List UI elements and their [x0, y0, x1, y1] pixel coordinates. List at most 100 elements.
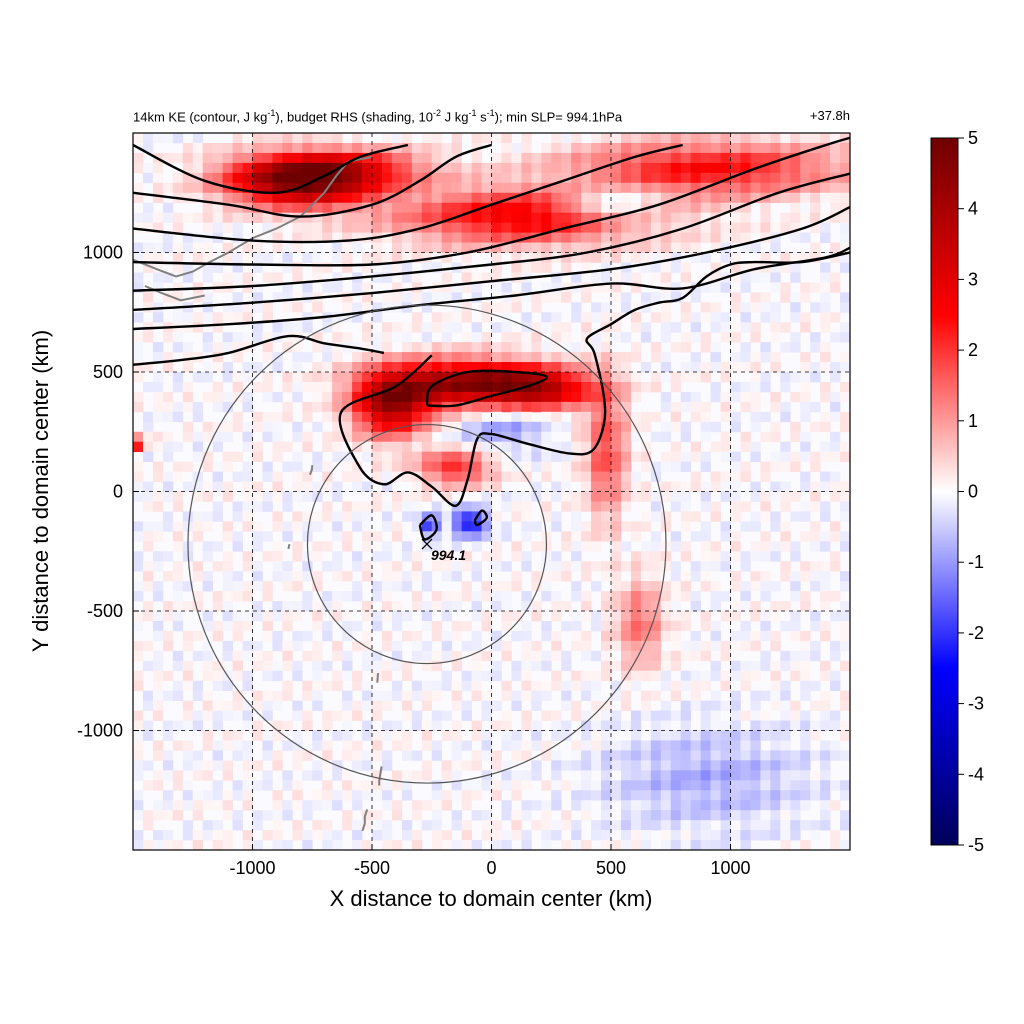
shading-cell	[282, 262, 293, 273]
shading-cell	[840, 232, 850, 243]
shading-cell	[561, 202, 572, 214]
shading-cell	[690, 212, 702, 224]
shading-cell	[411, 272, 423, 283]
shading-cell	[760, 182, 771, 194]
shading-cell	[700, 172, 711, 184]
shading-cell	[660, 421, 672, 433]
shading-cell	[501, 133, 512, 144]
shading-cell	[770, 640, 781, 652]
shading-cell	[680, 491, 692, 502]
shading-cell	[342, 630, 353, 642]
shading-cell	[242, 561, 253, 572]
shading-cell	[292, 431, 303, 443]
shading-cell	[531, 760, 542, 771]
shading-cell	[362, 730, 373, 741]
shading-cell	[182, 521, 194, 532]
shading-cell	[541, 840, 552, 850]
shading-cell	[491, 152, 502, 164]
shading-cell	[381, 302, 393, 313]
shading-cell	[172, 242, 184, 253]
shading-cell	[810, 790, 821, 801]
shading-cell	[481, 202, 492, 214]
shading-cell	[780, 451, 791, 463]
shading-cell	[680, 262, 692, 273]
shading-cell	[302, 222, 313, 233]
shading-cell	[362, 611, 373, 622]
shading-cell	[640, 421, 652, 433]
shading-cell	[411, 292, 423, 303]
shading-cell	[142, 581, 154, 592]
shading-cell	[292, 172, 303, 184]
shading-cell	[421, 133, 433, 144]
shading-cell	[730, 790, 741, 801]
shading-cell	[710, 352, 721, 363]
shading-cell	[451, 152, 463, 164]
shading-cell	[202, 740, 214, 751]
shading-cell	[222, 770, 233, 781]
shading-cell	[202, 431, 214, 443]
shading-cell	[252, 780, 263, 791]
shading-cell	[601, 670, 612, 682]
shading-cell	[620, 700, 632, 711]
shading-cell	[242, 770, 253, 781]
shading-cell	[820, 501, 831, 512]
shading-cell	[401, 710, 413, 721]
shading-cell	[770, 750, 781, 761]
shading-cell	[182, 740, 194, 751]
shading-cell	[810, 611, 821, 622]
shading-cell	[411, 720, 423, 731]
shading-cell	[222, 650, 233, 662]
shading-cell	[740, 232, 751, 243]
shading-cell	[252, 531, 263, 542]
shading-cell	[252, 282, 263, 293]
shading-cell	[312, 690, 323, 702]
shading-cell	[262, 222, 273, 233]
shading-cell	[690, 362, 702, 373]
shading-cell	[531, 451, 542, 463]
shading-cell	[670, 820, 682, 831]
shading-cell	[790, 252, 801, 263]
shading-cell	[770, 601, 781, 612]
shading-cell	[292, 660, 303, 672]
shading-cell	[461, 451, 472, 463]
shading-cell	[391, 152, 403, 164]
shading-cell	[790, 342, 801, 353]
shading-cell	[222, 551, 233, 562]
shading-cell	[302, 431, 313, 443]
shading-cell	[501, 830, 512, 841]
shading-cell	[312, 133, 323, 144]
shading-cell	[571, 521, 582, 532]
shading-cell	[700, 431, 711, 443]
shading-cell	[730, 182, 741, 194]
shading-cell	[172, 461, 184, 472]
shading-cell	[272, 541, 283, 552]
shading-cell	[282, 800, 293, 811]
shading-cell	[272, 700, 283, 711]
shading-cell	[202, 620, 214, 632]
shading-cell	[292, 611, 303, 622]
shading-cell	[222, 611, 233, 622]
shading-cell	[780, 322, 791, 333]
shading-cell	[252, 212, 263, 224]
shading-cell	[730, 451, 741, 463]
shading-cell	[202, 252, 214, 263]
shading-cell	[660, 222, 672, 233]
shading-cell	[690, 830, 702, 841]
shading-cell	[312, 640, 323, 652]
shading-cell	[352, 830, 363, 841]
shading-cell	[770, 770, 781, 781]
shading-cell	[411, 710, 423, 721]
shading-cell	[521, 840, 532, 850]
shading-cell	[591, 710, 602, 721]
shading-cell	[700, 302, 711, 313]
shading-cell	[601, 630, 612, 642]
shading-cell	[352, 391, 363, 403]
shading-cell	[222, 242, 233, 253]
shading-cell	[501, 810, 512, 821]
shading-cell	[750, 820, 761, 831]
shading-cell	[760, 431, 771, 443]
shading-cell	[700, 152, 711, 164]
shading-cell	[381, 322, 393, 333]
shading-cell	[461, 312, 472, 323]
